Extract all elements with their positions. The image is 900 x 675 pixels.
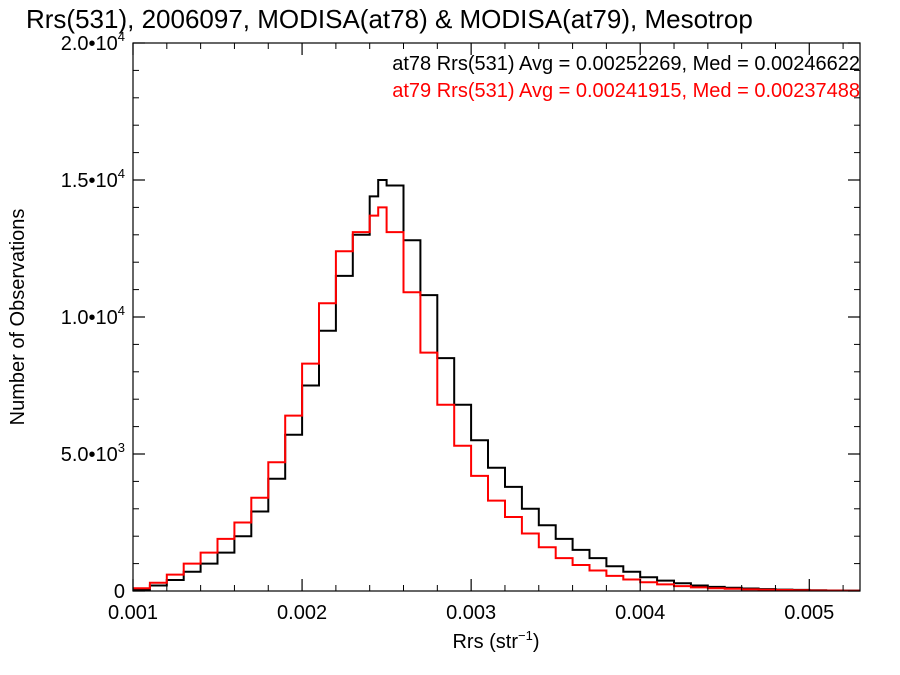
series-line-at78 (133, 179, 860, 591)
x-axis-label-close: ) (533, 631, 540, 653)
y-tick-label: 1.0•104 (61, 303, 125, 329)
y-tick-label: 1.5•104 (61, 166, 125, 192)
x-tick-label: 0.004 (615, 602, 665, 624)
y-tick-label: 0 (114, 581, 125, 603)
y-axis-label: Number of Observations (7, 209, 29, 426)
chart-title: Rrs(531), 2006097, MODISA(at78) & MODISA… (26, 4, 753, 34)
x-axis-label-text: Rrs (str (452, 631, 518, 653)
annotation-at79: at79 Rrs(531) Avg = 0.00241915, Med = 0.… (392, 80, 860, 102)
series-layer (133, 179, 860, 591)
x-tick-label: 0.002 (277, 602, 327, 624)
legend-annotations: at78 Rrs(531) Avg = 0.00252269, Med = 0.… (392, 53, 860, 102)
x-axis-label: Rrs (str−1) (452, 628, 539, 653)
x-axis: 0.001 0.002 0.003 0.004 0.005 (108, 43, 844, 624)
y-axis: 0 5.0•103 1.0•104 1.5•104 2.0•104 (61, 29, 860, 603)
annotation-at78: at78 Rrs(531) Avg = 0.00252269, Med = 0.… (392, 53, 860, 75)
x-tick-label: 0.003 (446, 602, 496, 624)
series-line-at79 (133, 206, 860, 591)
x-tick-label: 0.005 (784, 602, 834, 624)
plot-frame (132, 42, 861, 592)
y-tick-label: 2.0•104 (61, 29, 125, 55)
x-axis-label-sup: −1 (518, 628, 533, 643)
x-tick-label: 0.001 (108, 602, 158, 624)
y-tick-label: 5.0•103 (61, 440, 125, 466)
plot-area (132, 42, 861, 592)
